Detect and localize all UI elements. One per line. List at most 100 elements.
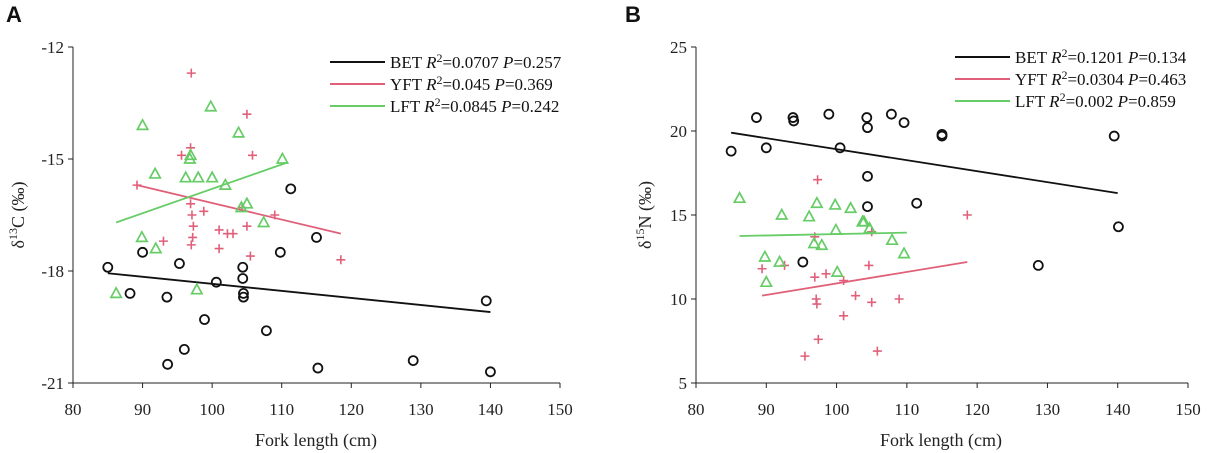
panel-b-x-axis-title: Fork length (cm) (880, 430, 1002, 451)
panel-a-y-axis-title-isotope: 13 (6, 228, 20, 240)
panel-b-x-tick-label: 110 (894, 400, 919, 419)
legend-text-part: =0.002 (1066, 92, 1118, 111)
legend-text-part: R (423, 97, 435, 116)
panel-a-lft-point (190, 282, 204, 295)
panel-b-y-axis-title-rest: N (‰) (635, 181, 656, 229)
panel-b-bet-point (862, 170, 873, 182)
panel-a-yft-point (188, 232, 198, 242)
panel-a-lft-point (240, 196, 254, 209)
panel-a-y-tick-label: -21 (41, 374, 64, 393)
legend-text-part: R (1050, 48, 1062, 67)
legend-text-part: =0.0707 (442, 53, 503, 72)
legend-text-part: P (500, 97, 511, 116)
panel-b-bet-point (823, 108, 835, 120)
panel-a-lft-point (205, 170, 219, 183)
panel-b-bet-point (861, 112, 873, 123)
legend-text-part: LFT (390, 97, 424, 116)
panel-a-yft-point (245, 251, 255, 261)
panel-b-yft-point (810, 272, 820, 282)
panel-a-bet-point (174, 258, 185, 269)
legend-text-part: P (494, 75, 505, 94)
panel-b-x-tick-label: 140 (1105, 400, 1131, 419)
panel-b-bet-point (1108, 130, 1120, 142)
panel-a-x-tick-label: 120 (339, 400, 365, 419)
panel-a-x-axis-title: Fork length (cm) (255, 430, 377, 451)
panel-b-lft-point (807, 236, 821, 249)
panel-a-x-tick-label: 80 (65, 400, 82, 419)
panel-a-y-axis-title: δ13C (‰) (6, 182, 29, 249)
panel-b-lft-point (843, 201, 858, 214)
panel-b-y-tick-label: 20 (670, 122, 687, 141)
panel-b-yft-point (867, 297, 877, 307)
panel-a-yft-point (177, 150, 187, 160)
panel-a-lft-point (234, 200, 248, 213)
panel-b-lft-point (897, 246, 911, 259)
panel-a-yft-point (199, 206, 209, 216)
panel-a-lft-point (275, 151, 290, 164)
panel-b-yft-point (813, 334, 823, 344)
panel-a-lft-point (231, 125, 246, 138)
panel-a-bet-point (137, 246, 148, 258)
panel-b-y-tick-label: 15 (670, 206, 687, 225)
panel-a-bet-point (237, 261, 249, 273)
legend-text-part: R (1048, 92, 1060, 111)
panel-b-x-tick-label: 120 (964, 400, 990, 419)
panel-b-lft-point (732, 190, 747, 204)
legend-text-part: =0.045 (442, 75, 494, 94)
panel-b-lft-point (810, 195, 824, 209)
panel-a-yft-point (158, 236, 168, 246)
legend-text-part: =0.0845 (441, 97, 502, 116)
panel-b-yft-point (813, 175, 823, 185)
panel-a-yft-point (228, 229, 238, 239)
panel-a-legend-bet-label: BET R2=0.0707 P=0.257 (390, 51, 562, 72)
panel-a-lft-point (148, 166, 162, 179)
panel-b-x-tick-label: 80 (688, 400, 705, 419)
panel-b-y-tick-label: 5 (679, 374, 688, 393)
panel-b-yft-point (864, 260, 874, 270)
panel-b-marks (725, 108, 1124, 361)
panel-a-y-tick-label: -15 (41, 150, 64, 169)
panel-b-x-tick-label: 90 (758, 400, 775, 419)
legend-text-part: P (1117, 92, 1128, 111)
panel-b-y-axis-title: δ15N (‰) (633, 181, 656, 249)
legend-text-part: P (1127, 70, 1138, 89)
panel-b-yft-point (757, 264, 767, 274)
legend-text-part: P (1127, 48, 1138, 67)
legend-text-part: YFT (390, 75, 426, 94)
panel-a-y-tick-label: -18 (41, 262, 64, 281)
panel-a-y-axis-title-delta: δ (8, 240, 28, 248)
legend-text-part: =0.242 (512, 97, 560, 116)
panel-b-ticks: 5 10 15 20 25 80 90 100 110 120 130 140 150 (670, 38, 1201, 419)
panel-b-bet-point (862, 122, 873, 134)
panel-a-legend-yft-label: YFT R2=0.045 P=0.369 (390, 73, 553, 94)
panel-b-bet-point (1113, 221, 1124, 233)
panel-a-bet-fit-line (107, 272, 491, 313)
legend-text-part: R (425, 53, 437, 72)
legend-text-part: =0.0304 (1067, 70, 1128, 89)
panel-a-lft-point (183, 151, 197, 164)
legend-text-part: =0.369 (505, 75, 553, 94)
legend-text-part: =0.134 (1138, 48, 1186, 67)
legend-text-part: R (1050, 70, 1062, 89)
panel-a-x-tick-label: 140 (478, 400, 504, 419)
panel-a-yft-fit-line (136, 184, 342, 235)
panel-a-x-tick-label: 110 (269, 400, 294, 419)
panel-letter-a: A (6, 2, 22, 27)
panel-a-bet-point (161, 291, 173, 303)
panel-a-bet-point (199, 314, 210, 325)
panel-a-bet-point (485, 366, 496, 378)
panel-a-x-tick-label: 100 (199, 400, 225, 419)
panel-b-bet-point (788, 115, 800, 127)
panel-b-bet-point (834, 142, 846, 154)
panel-b-lft-fit-line (739, 231, 907, 237)
legend-text-part: BET (1015, 48, 1051, 67)
panel-a-bet-point (274, 246, 286, 258)
panel-b-lft-point (862, 221, 877, 234)
panel-a-yft-point (247, 150, 257, 160)
panel-a-yft-point (214, 225, 224, 235)
panel-b-bet-point (760, 142, 772, 154)
panel-b-yft-point (821, 269, 831, 279)
